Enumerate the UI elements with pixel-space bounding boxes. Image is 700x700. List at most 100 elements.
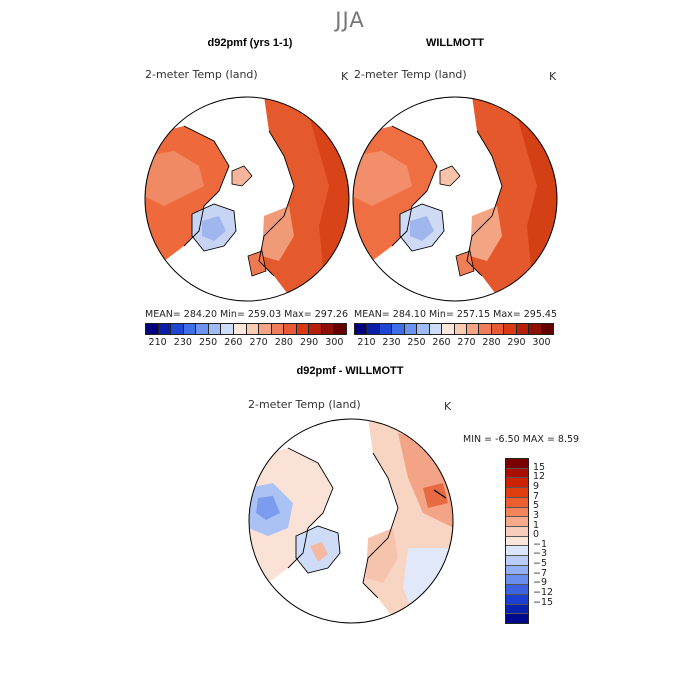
diff-colorbar-swatch [506, 585, 528, 595]
panel2-colorbar-swatch [516, 324, 530, 334]
diff-colorbar-ticks: 15 12 9 7 5 3 1 0 −1 −3 −5 −7 −9 −12 −15 [533, 458, 573, 622]
diff-colorbar-tick-label: −15 [533, 596, 554, 608]
diff-colorbar-swatch [506, 565, 528, 576]
panel1-colorbar-swatch [221, 324, 234, 334]
panel2-colorbar-tick-label: 210 [357, 337, 376, 348]
panel1-colorbar-swatch [171, 324, 184, 334]
panel1-variable-label: 2-meter Temp (land) [145, 68, 258, 81]
diff-colorbar-swatch [506, 507, 528, 518]
diff-colorbar-swatch [506, 488, 528, 498]
diff-colorbar-swatch [506, 556, 528, 566]
diff-colorbar-tick-label: 9 [533, 480, 540, 492]
panel1-colorbar-tick-label: 300 [325, 337, 344, 348]
panel2-colorbar: 210 230 250 260 270 280 290 300 [354, 323, 554, 348]
diff-colorbar-swatch [506, 575, 528, 586]
diff-colorbar-swatch [506, 459, 528, 469]
panel2-colorbar-swatch [479, 324, 492, 334]
panel2-colorbar-tick-label: 270 [457, 337, 476, 348]
panel2-colorbar-swatch [491, 324, 505, 334]
diff-colorbar-swatch [506, 478, 528, 489]
diff-colorbar-swatch [506, 468, 528, 479]
panel1-colorbar-swatches [145, 323, 347, 335]
diff-colorbar-swatch [506, 604, 528, 615]
diff-panel-title: d92pmf - WILLMOTT [296, 365, 404, 377]
panel1-colorbar-tick-label: 210 [148, 337, 167, 348]
diff-colorbar-tick-label: −3 [533, 548, 548, 560]
panel1-colorbar-tick-label: 280 [274, 337, 293, 348]
panel1-colorbar-swatch [284, 324, 297, 334]
diff-colorbar-swatch [506, 526, 528, 537]
panel2-colorbar-swatch [417, 324, 430, 334]
panel2-colorbar-ticks: 210 230 250 260 270 280 290 300 [354, 337, 554, 348]
panel2-colorbar-tick-label: 230 [382, 337, 401, 348]
panel2-colorbar-tick-label: 280 [482, 337, 501, 348]
panel2-colorbar-swatch [367, 324, 380, 334]
panel1-colorbar-swatch [259, 324, 272, 334]
panel2-colorbar-swatch [454, 324, 467, 334]
panel2-colorbar-swatch [429, 324, 443, 334]
panel2-colorbar-swatch [379, 324, 393, 334]
panel1-colorbar-swatch [246, 324, 260, 334]
panel2-colorbar-swatches [354, 323, 554, 335]
season-title: JJA [335, 8, 365, 32]
diff-colorbar-swatch [506, 497, 528, 508]
diff-colorbar-tick-label: −5 [533, 558, 548, 570]
panel2-colorbar-tick-label: 250 [407, 337, 426, 348]
panel2-polar-map [352, 96, 558, 302]
panel1-map [144, 96, 350, 302]
panel2-colorbar-tick-label: 260 [432, 337, 451, 348]
diff-colorbar-swatch [506, 594, 528, 605]
panel2-colorbar-tick-label: 290 [507, 337, 526, 348]
diff-colorbar-tick-label: −12 [533, 587, 554, 599]
panel2-colorbar-swatch [355, 324, 368, 334]
panel1-colorbar-swatch [208, 324, 222, 334]
panel1-colorbar: 210 230 250 260 270 280 290 300 [145, 323, 347, 348]
diff-colorbar-tick-label: 7 [533, 490, 540, 502]
panel2-variable-label: 2-meter Temp (land) [354, 68, 467, 81]
panel1-colorbar-tick-label: 230 [173, 337, 192, 348]
diff-colorbar-tick-label: −9 [533, 577, 548, 589]
panel1-colorbar-swatch [309, 324, 322, 334]
diff-colorbar-swatch [506, 614, 528, 623]
panel2-colorbar-tick-label: 300 [532, 337, 551, 348]
panel2-title: WILLMOTT [425, 37, 485, 49]
panel1-colorbar-swatch [271, 324, 285, 334]
panel2-colorbar-swatch [392, 324, 405, 334]
panel2-colorbar-swatch [529, 324, 542, 334]
diff-colorbar-tick-label: 3 [533, 509, 540, 521]
panel2-stats: MEAN= 284.10 Min= 257.15 Max= 295.45 [354, 309, 558, 320]
diff-colorbar-swatch [506, 546, 528, 557]
diff-colorbar-tick-label: 0 [533, 529, 540, 541]
diff-colorbar-tick-label: −7 [533, 567, 548, 579]
panel1-colorbar-tick-label: 260 [224, 337, 243, 348]
panel1-stats: MEAN= 284.20 Min= 259.03 Max= 297.26 [145, 309, 349, 320]
panel1-colorbar-swatch [233, 324, 247, 334]
diff-colorbar [505, 458, 529, 624]
panel1-title: d92pmf (yrs 1-1) [207, 37, 293, 49]
diff-min-max: MIN = -6.50 MAX = 8.59 [463, 434, 580, 445]
panel2-unit: K [549, 70, 557, 83]
panel1-colorbar-tick-label: 290 [300, 337, 319, 348]
diff-colorbar-tick-label: 15 [533, 461, 546, 473]
panel2-colorbar-swatch [541, 324, 553, 334]
panel1-colorbar-swatch [321, 324, 335, 334]
diff-colorbar-tick-label: 5 [533, 500, 540, 512]
panel2-colorbar-swatch [504, 324, 517, 334]
panel1-colorbar-ticks: 210 230 250 260 270 280 290 300 [145, 337, 347, 348]
diff-colorbar-tick-label: 1 [533, 519, 540, 531]
diff-colorbar-tick-label: 12 [533, 471, 546, 483]
diff-polar-map [248, 418, 454, 624]
panel1-unit: K [341, 70, 349, 83]
panel1-colorbar-swatch [196, 324, 209, 334]
panel2-colorbar-swatch [404, 324, 418, 334]
panel2-colorbar-swatch [466, 324, 480, 334]
panel2-colorbar-swatch [442, 324, 455, 334]
panel1-colorbar-swatch [296, 324, 310, 334]
panel1-colorbar-tick-label: 270 [249, 337, 268, 348]
panel2-map [352, 96, 558, 302]
panel1-colorbar-swatch [158, 324, 172, 334]
diff-panel-map [248, 418, 454, 624]
panel1-colorbar-swatch [146, 324, 159, 334]
diff-colorbar-swatches [505, 458, 529, 624]
diff-panel-unit: K [444, 400, 452, 413]
